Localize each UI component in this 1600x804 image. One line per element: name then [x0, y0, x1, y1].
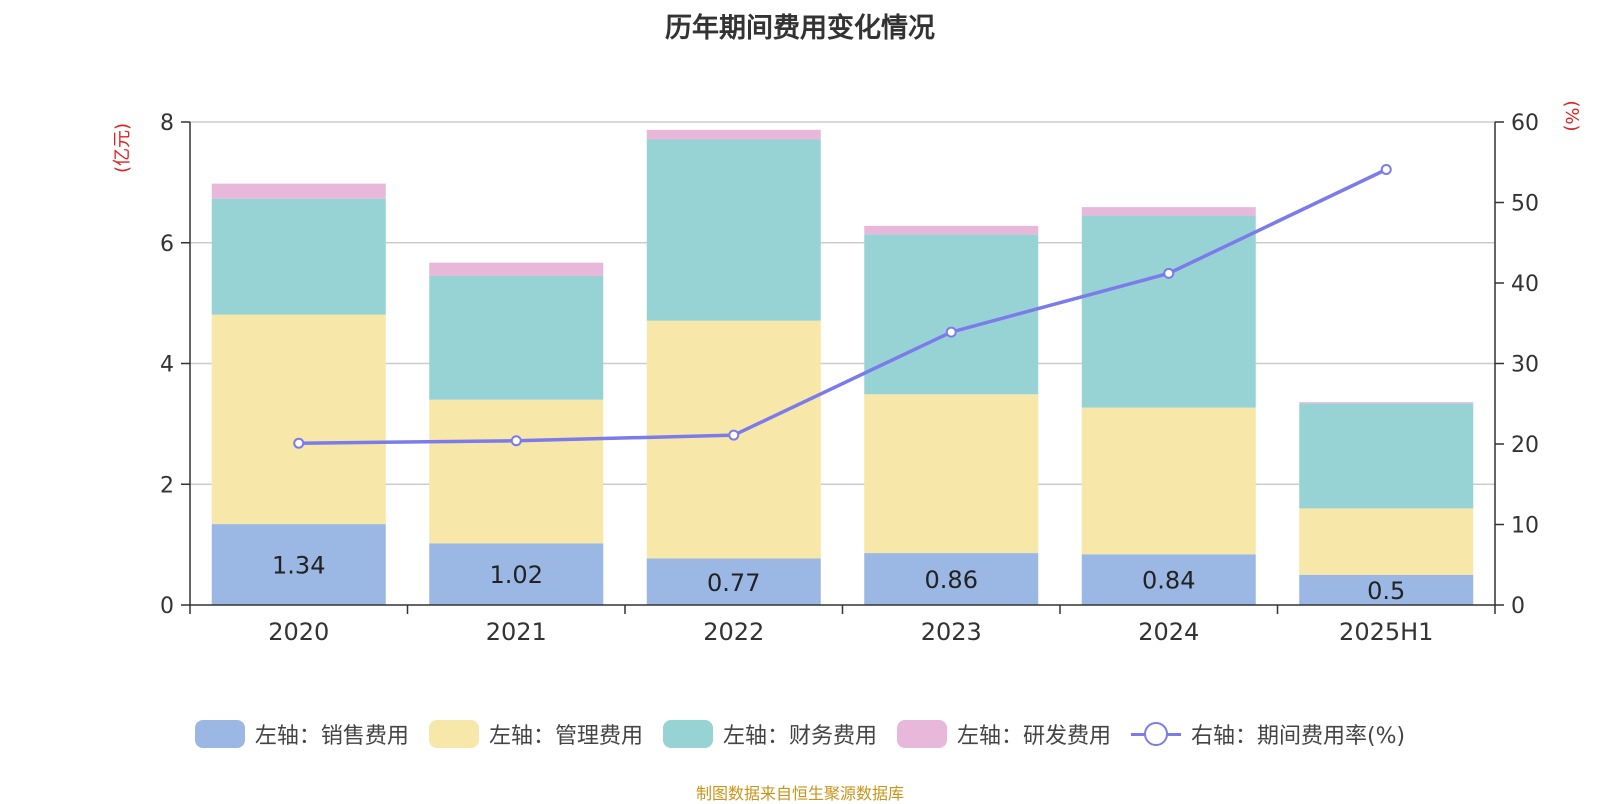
- bar-segment: [646, 139, 821, 321]
- source-note: 制图数据来自恒生聚源数据库: [695, 784, 904, 803]
- bar-segment: [1081, 554, 1256, 605]
- legend-swatch: [194, 720, 245, 748]
- right-tick-label: 50: [1511, 192, 1539, 217]
- bar-data-label: 1.34: [272, 552, 325, 580]
- bar-segment: [864, 553, 1039, 605]
- x-tick-label: 2024: [1138, 618, 1199, 646]
- legend-label: 左轴：研发费用: [956, 724, 1111, 749]
- bar-segment: [1299, 403, 1474, 509]
- left-axis-unit: (亿元): [112, 123, 133, 173]
- legend-label: 左轴：财务费用: [722, 724, 877, 749]
- bar-segment: [1299, 402, 1474, 404]
- legend-item[interactable]: 左轴：销售费用: [194, 718, 409, 750]
- bar-segment: [1299, 574, 1474, 605]
- bar-segment: [864, 234, 1039, 395]
- right-tick-label: 60: [1511, 111, 1539, 136]
- right-tick-label: 0: [1511, 594, 1525, 619]
- left-tick-label: 2: [160, 473, 174, 498]
- left-tick-label: 0: [160, 594, 174, 619]
- right-tick-label: 10: [1511, 514, 1539, 539]
- line-point: [1380, 163, 1392, 175]
- bar-segment: [646, 558, 821, 605]
- left-tick-label: 4: [160, 353, 174, 378]
- bar-data-label: 0.86: [925, 566, 978, 594]
- line-point: [293, 437, 305, 449]
- legend-item[interactable]: 右轴：期间费用率(%): [1130, 718, 1406, 750]
- bar-segment: [429, 543, 604, 605]
- legend-swatch: [428, 720, 479, 748]
- legend-item[interactable]: 左轴：研发费用: [896, 718, 1111, 750]
- bar-segment: [211, 198, 386, 315]
- line-series-path: [298, 167, 1388, 445]
- bar-data-label: 0.84: [1142, 567, 1195, 595]
- bar-segment: [1081, 207, 1256, 216]
- x-tick-label: 2025H1: [1339, 618, 1433, 646]
- bar-segment: [864, 394, 1039, 554]
- bar-segment: [646, 129, 821, 140]
- x-tick-label: 2021: [486, 618, 547, 646]
- bar-segment: [1299, 508, 1474, 575]
- left-tick-label: 8: [160, 111, 174, 136]
- legend-label: 左轴：销售费用: [254, 724, 409, 749]
- legend-swatch: [896, 720, 947, 748]
- bar-data-label: 1.02: [490, 561, 543, 589]
- line-point: [510, 435, 522, 447]
- legend-item[interactable]: 左轴：管理费用: [428, 718, 643, 750]
- bar-segment: [429, 399, 604, 544]
- legend-swatch: [662, 720, 713, 748]
- chart-legend: 左轴：销售费用 左轴：管理费用 左轴：财务费用 左轴：研发费用 右轴：期间费用率(%): [0, 718, 1600, 750]
- chart-title: 历年期间费用变化情况: [665, 13, 935, 44]
- chart-plot: 0 2 4 6 8 0 10 20 30 40 50 60 (亿元) (%) 1.34 1.02 0.77 0.8…: [112, 100, 1582, 646]
- bar-data-label: 0.77: [707, 569, 760, 597]
- line-point: [945, 326, 957, 338]
- legend-label: 左轴：管理费用: [488, 724, 643, 749]
- bar-data-label: 0.5: [1367, 577, 1405, 605]
- left-tick-label: 6: [160, 232, 174, 257]
- bar-segment: [211, 524, 386, 605]
- legend-label: 右轴：期间费用率(%): [1190, 724, 1406, 749]
- line-point: [1163, 267, 1175, 279]
- line-point: [728, 429, 740, 441]
- x-tick-label: 2020: [268, 618, 329, 646]
- legend-item[interactable]: 左轴：财务费用: [662, 718, 877, 750]
- right-axis-unit: (%): [1561, 100, 1582, 131]
- x-tick-label: 2023: [921, 618, 982, 646]
- bar-segment: [429, 262, 604, 276]
- right-tick-label: 30: [1511, 353, 1539, 378]
- bar-segment: [1081, 407, 1256, 555]
- right-tick-label: 40: [1511, 272, 1539, 297]
- bar-segment: [429, 275, 604, 400]
- legend-swatch: [1130, 720, 1181, 748]
- bar-segment: [864, 225, 1039, 235]
- bar-segment: [211, 183, 386, 199]
- bar-segment: [211, 314, 386, 525]
- right-tick-label: 20: [1511, 433, 1539, 458]
- x-tick-label: 2022: [703, 618, 764, 646]
